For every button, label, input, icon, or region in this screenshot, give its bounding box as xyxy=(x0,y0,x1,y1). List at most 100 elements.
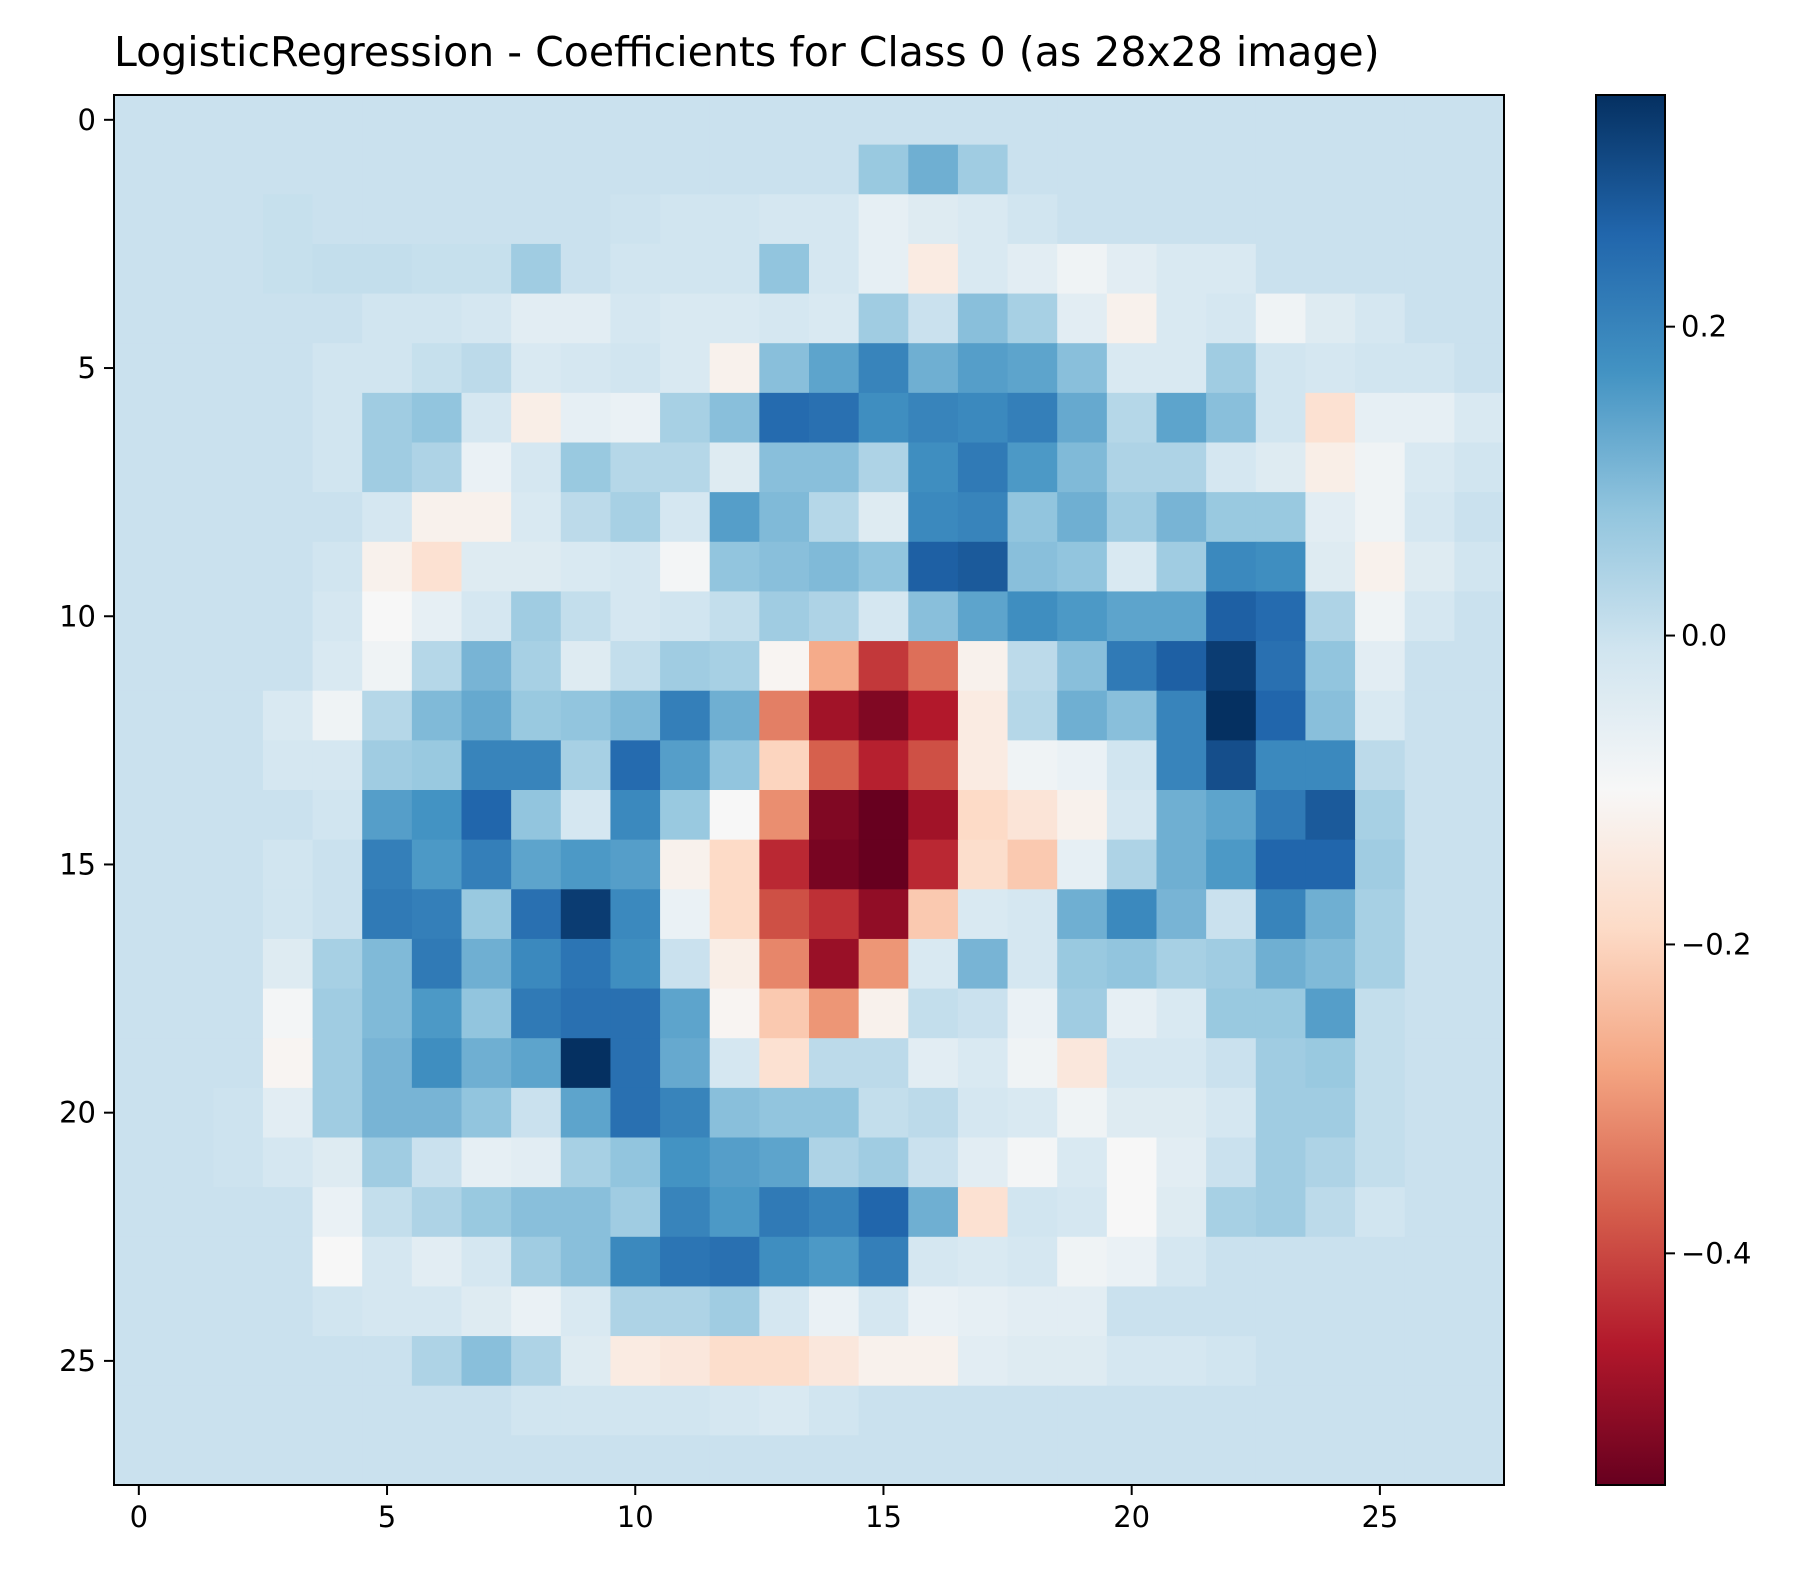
heatmap-cell xyxy=(1156,1187,1207,1238)
heatmap-cell xyxy=(1206,1435,1257,1486)
heatmap-cell xyxy=(1305,541,1356,593)
heatmap-cell xyxy=(163,1286,214,1337)
heatmap-cell xyxy=(511,144,562,195)
heatmap-cell xyxy=(163,293,214,344)
heatmap-cell xyxy=(312,442,363,493)
heatmap-cell xyxy=(560,790,612,841)
heatmap-cell xyxy=(1206,1236,1257,1288)
heatmap-cell xyxy=(312,1187,363,1238)
heatmap-cell xyxy=(858,591,909,642)
heatmap-cell xyxy=(411,839,463,890)
heatmap-cell xyxy=(1057,1137,1108,1188)
heatmap-cell xyxy=(1454,293,1505,344)
heatmap-cell xyxy=(1206,1038,1257,1089)
heatmap-cell xyxy=(660,889,711,940)
heatmap-cell xyxy=(709,889,760,940)
heatmap-cell xyxy=(511,541,562,593)
heatmap-cell xyxy=(1454,938,1505,990)
heatmap-cell xyxy=(1156,343,1207,394)
heatmap-cell xyxy=(660,641,711,692)
heatmap-cell xyxy=(163,1038,214,1089)
heatmap-cell xyxy=(163,492,214,543)
heatmap-cell xyxy=(1305,591,1356,642)
heatmap-cell xyxy=(809,343,860,394)
heatmap-cell xyxy=(163,1187,214,1238)
heatmap-cell xyxy=(660,1385,711,1436)
heatmap-cell xyxy=(809,790,860,841)
heatmap-cell xyxy=(213,1385,264,1436)
heatmap-cell xyxy=(1255,1187,1307,1238)
heatmap-cell xyxy=(362,988,413,1039)
heatmap-cell xyxy=(213,790,264,841)
heatmap-cell xyxy=(1454,1038,1505,1089)
heatmap-cell xyxy=(262,392,314,444)
heatmap-cell xyxy=(809,243,860,295)
heatmap-cell xyxy=(610,194,661,245)
heatmap-cell xyxy=(759,1385,810,1436)
heatmap-cell xyxy=(1454,889,1505,940)
heatmap-cell xyxy=(1106,938,1158,990)
heatmap-cell xyxy=(461,492,512,543)
heatmap-cell xyxy=(1106,392,1158,444)
heatmap-cell xyxy=(511,790,562,841)
heatmap-cell xyxy=(461,889,512,940)
heatmap-cell xyxy=(908,938,959,990)
heatmap-cell xyxy=(1007,293,1058,344)
heatmap-cell xyxy=(461,641,512,692)
heatmap-cell xyxy=(660,243,711,295)
heatmap-cell xyxy=(213,293,264,344)
heatmap-cell xyxy=(1156,293,1207,344)
heatmap-cell xyxy=(957,1236,1009,1288)
heatmap-cell xyxy=(1156,591,1207,642)
heatmap-cell xyxy=(858,1435,909,1486)
heatmap-cell xyxy=(610,95,661,146)
heatmap-cell xyxy=(1255,194,1307,245)
heatmap-cell xyxy=(511,1187,562,1238)
heatmap-cell xyxy=(114,839,165,890)
heatmap-cell xyxy=(163,889,214,940)
heatmap-cell xyxy=(759,938,810,990)
heatmap-cell xyxy=(1156,1137,1207,1188)
heatmap-cell xyxy=(610,1435,661,1486)
heatmap-cell xyxy=(262,194,314,245)
heatmap-cell xyxy=(1156,1286,1207,1337)
heatmap-cell xyxy=(163,1385,214,1436)
heatmap-cell xyxy=(213,392,264,444)
heatmap-cell xyxy=(312,1286,363,1337)
heatmap-cell xyxy=(312,1087,363,1139)
heatmap-cell xyxy=(709,740,760,791)
heatmap-cell xyxy=(709,243,760,295)
heatmap-cell xyxy=(1355,144,1406,195)
heatmap-cell xyxy=(1305,839,1356,890)
heatmap-cell xyxy=(411,988,463,1039)
heatmap-cell xyxy=(759,492,810,543)
heatmap-cell xyxy=(511,293,562,344)
heatmap-cell xyxy=(411,938,463,990)
heatmap-cell xyxy=(1007,889,1058,940)
heatmap-cell xyxy=(262,1137,314,1188)
heatmap-cell xyxy=(1057,343,1108,394)
heatmap-cell xyxy=(362,343,413,394)
heatmap-cell xyxy=(1156,1435,1207,1486)
heatmap-cell xyxy=(362,641,413,692)
heatmap-cell xyxy=(1454,839,1505,890)
heatmap-cell xyxy=(1454,641,1505,692)
heatmap-cell xyxy=(461,740,512,791)
heatmap-cell xyxy=(1404,243,1455,295)
heatmap-cell xyxy=(709,839,760,890)
heatmap-cell xyxy=(1106,1286,1158,1337)
x-tick-label: 25 xyxy=(1361,1500,1398,1534)
heatmap-cell xyxy=(163,1336,214,1387)
heatmap-cell xyxy=(858,1385,909,1436)
heatmap-cell xyxy=(709,1038,760,1089)
heatmap-cell xyxy=(709,293,760,344)
y-tick-label: 5 xyxy=(78,351,96,385)
heatmap-cell xyxy=(461,1087,512,1139)
heatmap-cell xyxy=(957,343,1009,394)
y-tick-label: 25 xyxy=(59,1344,96,1378)
heatmap-cell xyxy=(312,938,363,990)
heatmap-cell xyxy=(213,1286,264,1337)
heatmap-cell xyxy=(163,343,214,394)
heatmap-cell xyxy=(560,293,612,344)
heatmap-cell xyxy=(1106,1038,1158,1089)
